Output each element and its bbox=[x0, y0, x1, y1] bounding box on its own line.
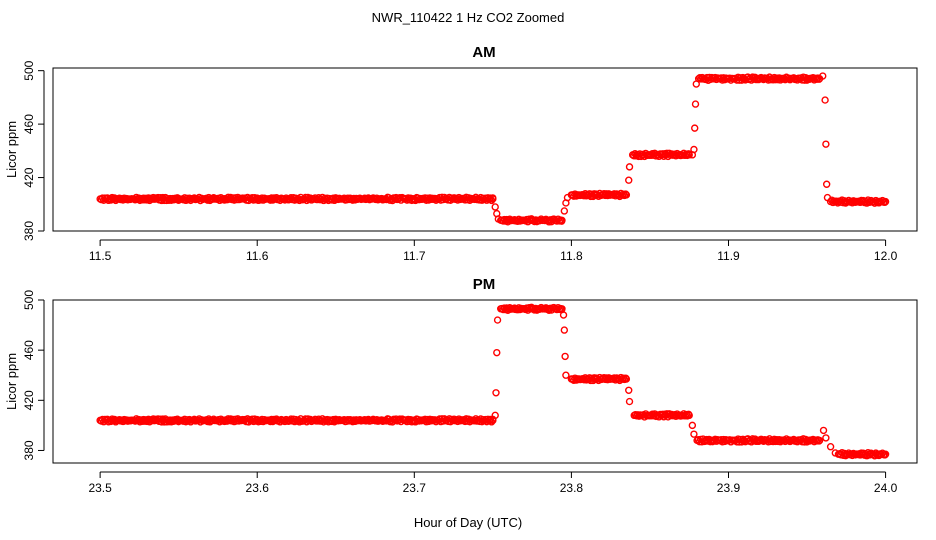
am-data-point bbox=[239, 194, 247, 202]
am-y-axis: 380 420 460 500 bbox=[22, 60, 45, 241]
pm-data-point bbox=[493, 316, 502, 324]
pm-data-point bbox=[688, 421, 697, 430]
am-plot-frame bbox=[52, 67, 918, 232]
pm-data-point bbox=[881, 450, 890, 458]
am-data-point bbox=[691, 100, 700, 108]
pm-data-point bbox=[559, 311, 568, 319]
am-data-point bbox=[491, 203, 499, 211]
am-x-tick-label: 11.6 bbox=[246, 249, 269, 263]
x-axis-label: Hour of Day (UTC) bbox=[414, 515, 522, 530]
am-panel: AM Licor ppm 11.5 11.6 11.7 11.8 11.9 12.0 38… bbox=[4, 44, 918, 263]
pm-data-point bbox=[625, 386, 633, 394]
am-panel-title: AM bbox=[472, 44, 495, 61]
am-y-tick-label: 420 bbox=[22, 167, 36, 187]
pm-x-tick-label: 23.9 bbox=[717, 481, 741, 495]
pm-x-tick-label: 23.7 bbox=[403, 481, 427, 495]
am-data-point bbox=[619, 190, 628, 198]
pm-data-point bbox=[622, 375, 631, 383]
pm-data-point bbox=[625, 397, 634, 406]
am-data-point bbox=[625, 163, 634, 171]
am-data-point bbox=[681, 151, 689, 160]
am-data-point bbox=[822, 140, 830, 148]
am-x-tick-label: 12.0 bbox=[874, 249, 898, 263]
pm-data-point bbox=[815, 436, 824, 445]
am-data-point bbox=[821, 96, 829, 104]
am-data-point bbox=[489, 195, 497, 203]
pm-y-tick-label: 420 bbox=[22, 390, 36, 410]
pm-x-tick-label: 24.0 bbox=[874, 481, 898, 495]
pm-plot-frame bbox=[52, 299, 918, 464]
am-y-tick-label: 500 bbox=[22, 60, 36, 80]
pm-data-point bbox=[493, 348, 501, 357]
pm-data-point bbox=[619, 374, 628, 382]
am-data-point bbox=[691, 124, 699, 132]
pm-y-tick-label: 380 bbox=[22, 440, 36, 460]
pm-x-tick-label: 23.8 bbox=[560, 481, 584, 495]
am-x-tick-label: 11.9 bbox=[717, 249, 740, 263]
pm-panel-title: PM bbox=[473, 276, 496, 293]
am-y-tick-label: 460 bbox=[22, 114, 36, 134]
pm-x-axis: 23.5 23.6 23.7 23.8 23.9 24.0 bbox=[88, 471, 898, 495]
am-data-point bbox=[558, 216, 566, 225]
am-x-tick-label: 11.8 bbox=[560, 249, 583, 263]
pm-data-point bbox=[239, 415, 247, 424]
pm-data-point bbox=[812, 437, 821, 445]
am-data-point bbox=[819, 72, 827, 80]
am-data-point bbox=[622, 191, 631, 199]
pm-y-axis: 380 420 460 500 bbox=[22, 290, 45, 460]
am-x-tick-label: 11.7 bbox=[403, 249, 426, 263]
pm-x-tick-label: 23.5 bbox=[88, 481, 112, 495]
am-y-axis-label: Licor ppm bbox=[4, 121, 19, 178]
am-data-point bbox=[812, 75, 821, 83]
pm-y-tick-label: 500 bbox=[22, 290, 36, 310]
pm-x-tick-label: 23.6 bbox=[246, 481, 270, 495]
am-data-point bbox=[881, 197, 890, 206]
pm-data-point bbox=[826, 443, 835, 451]
pm-data-point bbox=[491, 411, 499, 420]
pm-data-point bbox=[822, 434, 830, 442]
am-x-axis: 11.5 11.6 11.7 11.8 11.9 12.0 bbox=[89, 239, 898, 263]
pm-data-point bbox=[685, 411, 693, 420]
pm-data-point bbox=[690, 430, 698, 438]
am-data-point bbox=[685, 151, 693, 159]
am-data-point bbox=[625, 176, 633, 184]
pm-data-point bbox=[819, 426, 828, 435]
pm-data-points bbox=[96, 303, 890, 460]
am-data-point bbox=[560, 207, 569, 215]
am-x-tick-label: 11.5 bbox=[89, 249, 112, 263]
pm-data-point bbox=[561, 352, 569, 361]
am-data-point bbox=[822, 180, 831, 188]
pm-y-axis-label: Licor ppm bbox=[4, 353, 19, 410]
pm-y-tick-label: 460 bbox=[22, 340, 36, 360]
pm-data-point bbox=[562, 371, 570, 379]
am-data-points bbox=[96, 72, 890, 226]
am-y-tick-label: 380 bbox=[22, 221, 36, 241]
pm-data-point bbox=[492, 389, 500, 397]
am-data-point bbox=[690, 145, 698, 154]
figure-title: NWR_110422 1 Hz CO2 Zoomed bbox=[372, 10, 565, 25]
pm-data-point bbox=[560, 326, 569, 334]
pm-panel: PM Licor ppm 23.5 23.6 23.7 23.8 23.9 24.0 38… bbox=[4, 276, 918, 495]
pm-data-point bbox=[681, 412, 689, 420]
